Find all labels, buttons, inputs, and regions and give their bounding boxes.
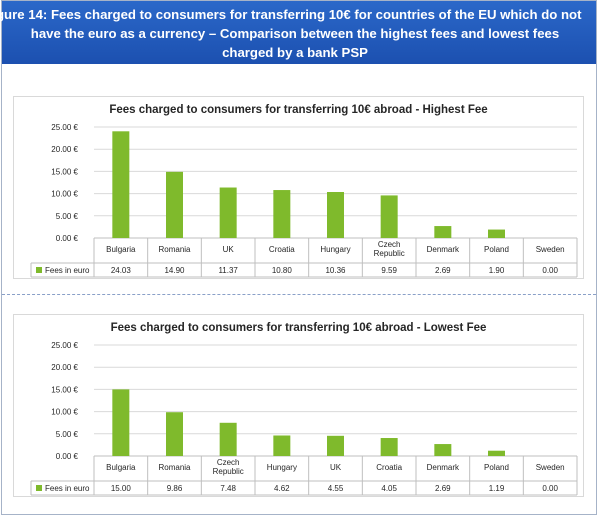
bar	[219, 187, 237, 238]
bar	[112, 131, 130, 238]
x-tick-label: Poland	[484, 463, 509, 472]
x-tick-label: Sweden	[536, 463, 565, 472]
x-tick-label: Czech	[378, 240, 401, 249]
data-label: 2.69	[435, 484, 451, 493]
bar	[273, 435, 291, 456]
y-tick-label: 20.00 €	[51, 363, 78, 372]
legend-swatch	[36, 267, 42, 273]
bar	[488, 450, 505, 456]
y-tick-label: 10.00 €	[51, 190, 78, 199]
y-tick-label: 5.00 €	[56, 430, 79, 439]
data-label: 4.62	[274, 484, 290, 493]
x-tick-label: Sweden	[536, 245, 565, 254]
x-tick-label: Denmark	[427, 463, 460, 472]
legend-label: Fees in euro	[45, 266, 90, 275]
figure-title-line-1: gure 14: Fees charged to consumers for t…	[0, 7, 582, 22]
bar	[166, 171, 183, 238]
data-label: 15.00	[111, 484, 132, 493]
figure-header: gure 14: Fees charged to consumers for t…	[0, 1, 596, 64]
figure-title-line-3: charged by a bank PSP	[222, 45, 368, 60]
data-label: 1.19	[489, 484, 505, 493]
lowest-fee-chart: Fees charged to consumers for transferri…	[13, 314, 584, 497]
bar	[273, 190, 291, 238]
x-tick-label: Republic	[213, 467, 244, 476]
bar	[380, 438, 398, 456]
legend-label: Fees in euro	[45, 484, 90, 493]
x-tick-label: Denmark	[427, 245, 460, 254]
x-tick-label: Czech	[217, 458, 240, 467]
data-label: 9.86	[167, 484, 183, 493]
data-label: 9.59	[381, 266, 397, 275]
data-label: 4.05	[381, 484, 397, 493]
bar	[327, 192, 344, 238]
bar	[166, 412, 183, 456]
y-tick-label: 15.00 €	[51, 167, 78, 176]
y-tick-label: 0.00 €	[56, 234, 79, 243]
data-label: 10.80	[272, 266, 293, 275]
x-tick-label: Bulgaria	[106, 463, 136, 472]
x-tick-label: Croatia	[376, 463, 402, 472]
x-tick-label: Republic	[374, 249, 405, 258]
bar	[112, 389, 130, 456]
x-tick-label: Hungary	[320, 245, 350, 254]
x-tick-label: UK	[223, 245, 235, 254]
data-label: 10.36	[325, 266, 346, 275]
x-tick-label: Bulgaria	[106, 245, 136, 254]
data-label: 0.00	[542, 484, 558, 493]
section-divider	[2, 294, 596, 295]
x-tick-label: Romania	[158, 245, 191, 254]
data-label: 7.48	[220, 484, 236, 493]
bar	[380, 195, 398, 238]
data-label: 0.00	[542, 266, 558, 275]
x-tick-label: UK	[330, 463, 342, 472]
y-tick-label: 10.00 €	[51, 408, 78, 417]
y-tick-label: 15.00 €	[51, 385, 78, 394]
x-tick-label: Poland	[484, 245, 509, 254]
bar	[327, 435, 344, 456]
y-tick-label: 25.00 €	[51, 341, 78, 350]
bar	[219, 422, 237, 456]
x-tick-label: Croatia	[269, 245, 295, 254]
data-label: 11.37	[218, 266, 238, 275]
y-tick-label: 0.00 €	[56, 452, 79, 461]
chart-title: Fees charged to consumers for transferri…	[110, 322, 487, 334]
bar	[488, 229, 505, 238]
y-tick-label: 20.00 €	[51, 145, 78, 154]
data-label: 1.90	[489, 266, 505, 275]
data-label: 4.55	[328, 484, 344, 493]
highest-fee-chart-plot: 0.00 € 5.00 € 10.00 € 15.00 € 20.00 € 25.00 €…	[30, 123, 578, 278]
highest-fee-chart: Fees charged to consumers for transferri…	[13, 96, 584, 279]
chart-title: Fees charged to consumers for transferri…	[109, 104, 488, 116]
data-label: 14.90	[164, 266, 185, 275]
lowest-fee-chart-plot: 0.00 € 5.00 € 10.00 € 15.00 € 20.00 € 25.00 €…	[30, 341, 578, 496]
data-label: 24.03	[111, 266, 132, 275]
figure-title-line-2: have the euro as a currency – Comparison…	[30, 26, 560, 41]
y-tick-label: 25.00 €	[51, 123, 78, 132]
x-tick-label: Hungary	[267, 463, 297, 472]
bar	[434, 444, 452, 456]
data-label: 2.69	[435, 266, 451, 275]
legend-swatch	[36, 485, 42, 491]
bar	[434, 226, 452, 238]
x-tick-label: Romania	[158, 463, 191, 472]
y-tick-label: 5.00 €	[56, 212, 79, 221]
